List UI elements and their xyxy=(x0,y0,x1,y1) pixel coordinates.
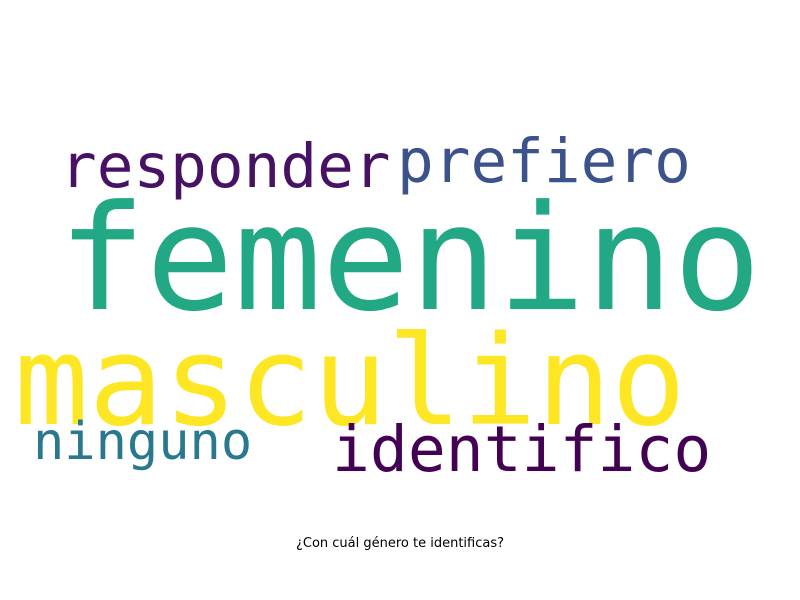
caption: ¿Con cuál género te identificas? xyxy=(295,536,505,551)
word-masculino: masculino xyxy=(14,310,686,454)
word-femenino: femenino xyxy=(58,174,762,344)
word-responder: responder xyxy=(60,131,391,202)
word-identifico: identifico xyxy=(332,413,712,486)
word-ninguno: ninguno xyxy=(33,412,253,472)
word-prefiero: prefiero xyxy=(397,126,691,197)
